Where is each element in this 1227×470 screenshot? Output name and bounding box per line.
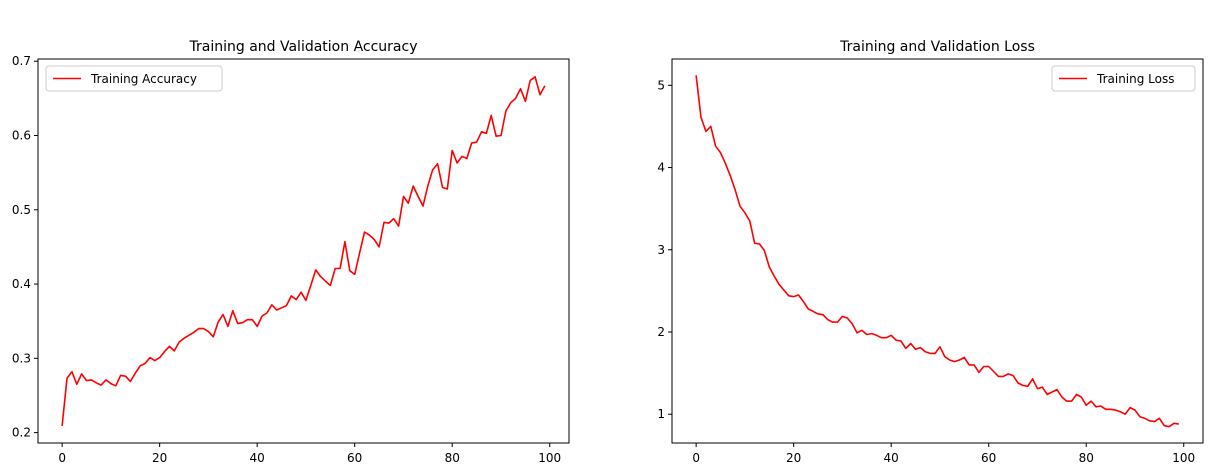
legend: Training Accuracy: [45, 65, 223, 92]
x-tick-label: 80: [445, 451, 460, 465]
series-line: [61, 76, 546, 426]
plot-frame: [671, 58, 1204, 444]
chart-title: Training and Validation Loss: [839, 39, 1035, 55]
y-tick-label: 4: [657, 161, 665, 175]
y-tick-label: 0.5: [12, 203, 31, 217]
x-tick-label: 100: [1172, 451, 1195, 465]
chart-title: Training and Validation Accuracy: [189, 39, 418, 55]
legend-box: [45, 65, 223, 92]
legend-box: [1051, 65, 1196, 92]
y-tick-label: 0.2: [12, 426, 31, 440]
y-tick-label: 0.6: [12, 129, 31, 143]
x-tick-label: 60: [981, 451, 996, 465]
x-tick-label: 20: [786, 451, 801, 465]
y-tick-label: 0.4: [12, 277, 31, 291]
x-tick-label: 40: [250, 451, 265, 465]
y-tick-label: 1: [657, 407, 665, 421]
y-tick-label: 3: [657, 243, 665, 257]
y-tick-label: 0.3: [12, 351, 31, 365]
loss-chart: Training and Validation Loss 0 20 40 60 80 10…: [657, 39, 1204, 465]
x-tick-label: 0: [58, 451, 66, 465]
y-tick-label: 5: [657, 78, 665, 92]
legend-label: Training Loss: [1096, 72, 1174, 86]
x-tick-label: 100: [538, 451, 561, 465]
x-tick-label: 20: [152, 451, 167, 465]
accuracy-chart: Training and Validation Accuracy 0 20 40 60…: [12, 39, 570, 465]
series-line: [695, 75, 1180, 428]
y-tick-label: 2: [657, 325, 665, 339]
x-tick-label: 80: [1079, 451, 1094, 465]
x-tick-label: 60: [347, 451, 362, 465]
plot-frame: [37, 58, 570, 444]
legend: Training Loss: [1051, 65, 1196, 92]
legend-label: Training Accuracy: [90, 72, 197, 86]
x-tick-label: 0: [692, 451, 700, 465]
x-tick-label: 40: [884, 451, 899, 465]
y-tick-label: 0.7: [12, 54, 31, 68]
